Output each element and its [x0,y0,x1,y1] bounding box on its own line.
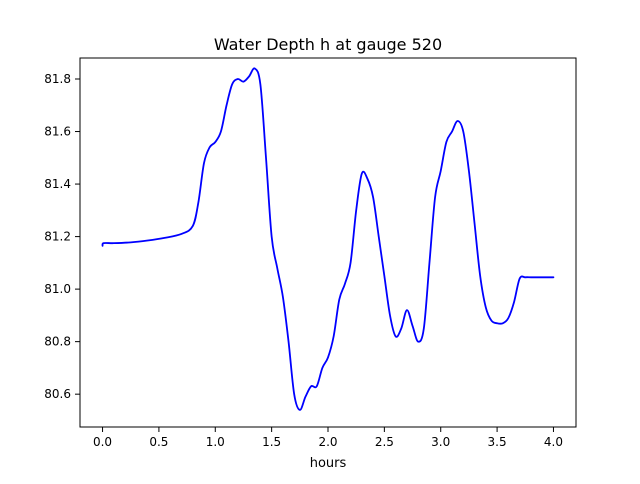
y-tick-label: 80.6 [44,387,71,401]
y-tick-label: 81.0 [44,282,71,296]
x-tick-label: 2.5 [375,435,394,449]
y-tick-label: 81.4 [44,177,71,191]
x-tick-label: 2.0 [318,435,337,449]
x-tick-label: 3.0 [431,435,450,449]
x-tick-label: 0.5 [149,435,168,449]
y-tick-label: 81.6 [44,125,71,139]
x-axis-ticks: 0.0 0.5 1.0 1.5 2.0 2.5 3.0 3.5 4.0 [93,427,563,449]
y-tick-label: 80.8 [44,335,71,349]
chart-title: Water Depth h at gauge 520 [214,35,442,54]
y-tick-label: 81.2 [44,230,71,244]
y-tick-label: 81.8 [44,72,71,86]
x-tick-label: 4.0 [544,435,563,449]
y-axis-ticks: 80.6 80.8 81.0 81.2 81.4 81.6 81.8 [44,72,80,401]
plot-area [80,58,576,427]
x-axis-label: hours [310,456,347,471]
series-line [101,67,555,411]
x-tick-label: 1.0 [206,435,225,449]
x-tick-label: 3.5 [488,435,507,449]
x-tick-label: 1.5 [262,435,281,449]
x-tick-label: 0.0 [93,435,112,449]
series-layer [101,67,555,411]
